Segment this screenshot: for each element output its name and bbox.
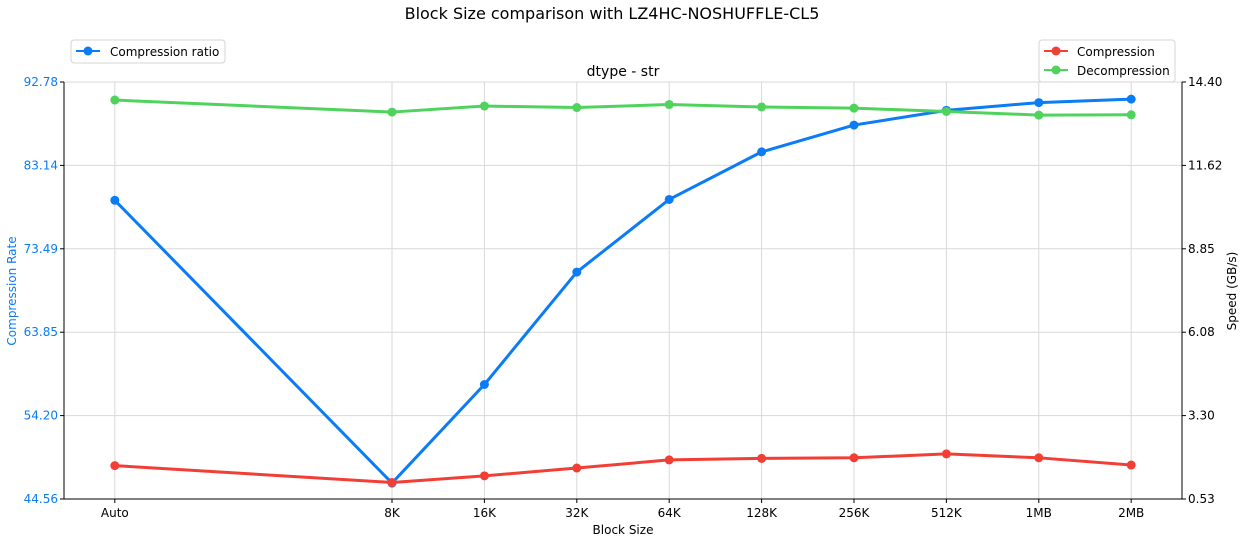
x-tick-label: 64K [658,506,682,520]
point-compression-ratio [110,195,120,205]
series-group [110,94,1136,488]
point-decompression [572,103,582,113]
legend-decompression-marker [1051,65,1061,75]
point-decompression [849,103,859,113]
point-compression [757,453,767,463]
y-tick-label-left: 73.49 [24,242,58,256]
point-compression-ratio [757,147,767,157]
point-compression-ratio [1034,98,1044,108]
x-tick-label: 1MB [1026,506,1052,520]
point-compression-ratio [1126,94,1136,104]
point-compression-ratio [664,194,674,204]
legend-left: Compression ratio [70,39,226,64]
point-decompression [1126,110,1136,120]
x-tick-label: Auto [101,506,129,520]
y-tick-label-left: 92.78 [24,75,58,89]
x-tick-label: 8K [384,506,401,520]
x-tick-label: 512K [931,506,963,520]
y-ticks-right: 0.53 3.30 6.08 8.85 11.62 14.40 [1182,75,1222,506]
point-compression [387,477,397,487]
series-line-compression-ratio [113,97,1132,485]
y-tick-label-left: 54.20 [24,409,58,423]
legend-compression-ratio-label: Compression ratio [110,45,219,59]
x-tick-label: 2MB [1118,506,1144,520]
legend-compression-ratio-marker [83,46,93,56]
x-tick-label: 32K [565,506,589,520]
legend-right: Compression Decompression [1038,39,1176,83]
y-tick-label-right: 8.85 [1188,242,1215,256]
point-decompression [479,101,489,111]
y-tick-label-left: 63.85 [24,325,58,339]
y-tick-label-right: 3.30 [1188,409,1215,423]
point-compression [1034,453,1044,463]
point-decompression [110,95,120,105]
point-decompression [664,100,674,110]
legend-compression-marker [1051,46,1061,56]
point-decompression [941,106,951,116]
point-decompression [1034,110,1044,120]
y-tick-label-right: 11.62 [1188,158,1222,172]
grid [64,81,1182,500]
series-line-decompression [114,98,1132,117]
legend-right-frame [1038,39,1176,83]
point-compression [110,461,120,471]
legend-decompression-label: Decompression [1077,64,1170,78]
point-compression [849,453,859,463]
y-tick-label-right: 14.40 [1188,75,1222,89]
point-decompression [387,107,397,117]
y-axis-label-left: Compression Rate [5,236,19,345]
y-axis-label-right: Speed (GB/s) [1225,252,1239,331]
axes [63,82,1183,500]
point-compression [479,471,489,481]
point-compression [1126,460,1136,470]
x-tick-label: 128K [746,506,778,520]
series-line-compression [114,452,1132,484]
y-tick-label-left: 83.14 [24,158,58,172]
point-compression [664,455,674,465]
point-compression-ratio [572,267,582,277]
legend-compression-label: Compression [1077,45,1155,59]
legend-left-frame [70,39,226,64]
chart-subtitle: dtype - str [587,64,660,80]
x-ticks: Auto 8K 16K 32K 64K 128K 256K 512K 1MB 2MB [101,499,1144,520]
y-tick-label-right: 6.08 [1188,325,1215,339]
y-tick-label-left: 44.56 [24,492,58,506]
x-tick-label: 256K [839,506,871,520]
point-compression-ratio [479,380,489,390]
x-axis-label: Block Size [593,523,654,537]
point-compression [941,449,951,459]
point-compression [572,463,582,473]
point-compression-ratio [849,120,859,130]
chart-title: Block Size comparison with LZ4HC-NOSHUFF… [405,4,820,23]
y-tick-label-right: 0.53 [1188,492,1215,506]
y-ticks-left: 44.56 54.20 63.85 73.49 83.14 92.78 [24,75,64,506]
x-tick-label: 16K [473,506,497,520]
point-decompression [757,102,767,112]
